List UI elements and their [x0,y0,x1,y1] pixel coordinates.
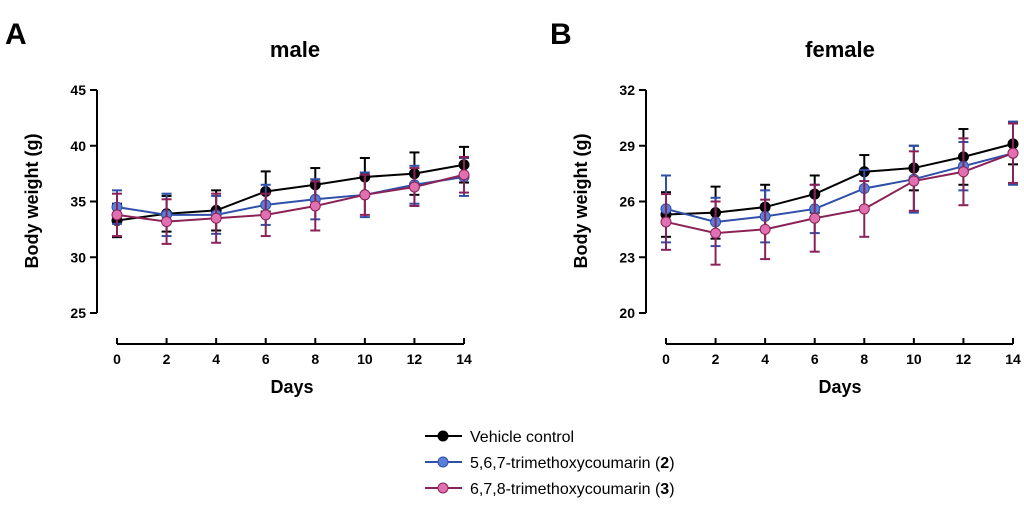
x-tick-label: 0 [113,351,121,367]
data-point [809,212,821,224]
data-point [210,212,222,224]
data-point [759,223,771,235]
x-tick-label: 12 [407,351,423,367]
x-axis-label: Days [818,377,861,397]
y-tick-label: 45 [70,82,86,98]
series-line [665,142,1014,216]
x-tick-label: 10 [357,351,373,367]
panel-b: B female 20 23 26 29 32 0 2 4 6 8 10 12 14 Days Body… [550,18,1021,397]
legend: Vehicle control 5,6,7-trimethoxycoumarin… [425,429,675,498]
y-tick-label: 40 [70,138,86,154]
y-tick-label: 32 [619,82,635,98]
x-tick-label: 4 [761,351,769,367]
data-point [111,209,123,221]
legend-item-compound-2: 5,6,7-trimethoxycoumarin (2) [425,455,675,472]
x-tick-label: 8 [860,351,868,367]
y-tick-label: 35 [70,194,86,210]
x-axis-label: Days [270,377,313,397]
y-axis-label: Body weight (g) [571,134,591,269]
series-compound-3 [111,155,470,245]
x-tick-label: 4 [212,351,220,367]
data-point [957,166,969,178]
x-tick-label: 8 [311,351,319,367]
y-axis-label: Body weight (g) [22,134,42,269]
x-tick-label: 12 [956,351,972,367]
data-point [908,175,920,187]
panel-a: A male 25 30 35 40 45 0 2 4 6 8 10 12 14 Days Body w… [5,18,472,397]
legend-label: 5,6,7-trimethoxycoumarin (2) [470,455,675,472]
x-tick-label: 6 [262,351,270,367]
y-tick-label: 30 [70,249,86,265]
legend-label: Vehicle control [470,429,574,446]
chart-title: female [805,37,875,62]
data-point [710,227,722,239]
data-point [660,216,672,228]
x-tick-label: 6 [811,351,819,367]
data-point [1007,147,1019,159]
y-tick-label: 26 [619,194,635,210]
axes: 20 23 26 29 32 0 2 4 6 8 10 12 14 [619,82,1021,367]
data-point [408,181,420,193]
x-tick-label: 14 [456,351,472,367]
legend-label: 6,7,8-trimethoxycoumarin (3) [470,481,675,498]
data-point [161,216,173,228]
panel-letter: A [5,18,27,51]
y-tick-label: 25 [70,305,86,321]
x-tick-label: 2 [163,351,171,367]
series-line [116,163,465,222]
panel-letter: B [550,18,572,51]
y-tick-label: 23 [619,249,635,265]
legend-marker [437,482,449,494]
series-line [116,173,465,223]
data-point [309,200,321,212]
legend-item-vehicle: Vehicle control [425,429,574,446]
legend-marker [437,456,449,468]
axes: 25 30 35 40 45 0 2 4 6 8 10 12 14 [70,82,472,367]
x-tick-label: 14 [1005,351,1021,367]
series-compound-3 [660,122,1019,266]
data-point [359,189,371,201]
x-tick-label: 2 [712,351,720,367]
legend-marker [437,430,449,442]
series-line [665,152,1014,235]
chart-title: male [270,37,320,62]
x-tick-label: 0 [662,351,670,367]
x-tick-label: 10 [906,351,922,367]
legend-item-compound-3: 6,7,8-trimethoxycoumarin (3) [425,481,675,498]
data-point [260,209,272,221]
data-point [458,169,470,181]
y-tick-label: 20 [619,305,635,321]
y-tick-label: 29 [619,138,635,154]
series-line [665,152,1014,223]
data-point [858,203,870,215]
series-line [116,175,465,216]
